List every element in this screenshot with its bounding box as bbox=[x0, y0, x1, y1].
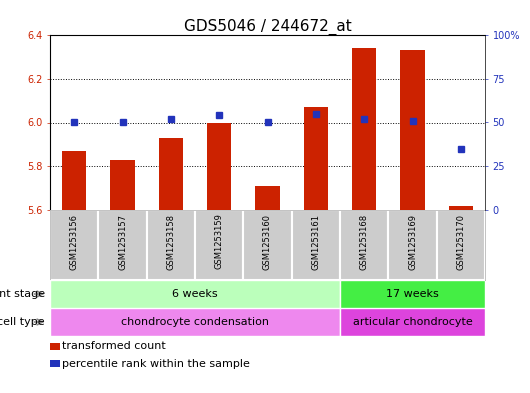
Bar bbox=[243, 210, 292, 280]
Text: 6 weeks: 6 weeks bbox=[172, 289, 218, 299]
Text: chondrocyte condensation: chondrocyte condensation bbox=[121, 317, 269, 327]
Text: GSM1253160: GSM1253160 bbox=[263, 213, 272, 270]
Text: GSM1253156: GSM1253156 bbox=[69, 213, 78, 270]
Text: GSM1253168: GSM1253168 bbox=[360, 213, 369, 270]
Bar bbox=[50, 210, 99, 280]
Bar bbox=[99, 210, 147, 280]
Bar bbox=[147, 210, 195, 280]
Bar bbox=[340, 280, 485, 308]
Text: development stage: development stage bbox=[0, 289, 45, 299]
Text: GSM1253170: GSM1253170 bbox=[456, 213, 465, 270]
Text: articular chondrocyte: articular chondrocyte bbox=[352, 317, 472, 327]
Text: cell type: cell type bbox=[0, 317, 45, 327]
Bar bbox=[388, 210, 437, 280]
Bar bbox=[110, 160, 135, 210]
Text: GSM1253158: GSM1253158 bbox=[166, 213, 175, 270]
Text: percentile rank within the sample: percentile rank within the sample bbox=[62, 359, 250, 369]
Bar bbox=[304, 107, 328, 210]
Bar bbox=[340, 210, 388, 280]
Bar bbox=[50, 343, 59, 350]
Text: 17 weeks: 17 weeks bbox=[386, 289, 439, 299]
Bar bbox=[292, 210, 340, 280]
Bar bbox=[207, 123, 231, 210]
Bar bbox=[50, 360, 59, 367]
Text: GSM1253169: GSM1253169 bbox=[408, 213, 417, 270]
Bar bbox=[352, 48, 376, 210]
Text: GSM1253161: GSM1253161 bbox=[311, 213, 320, 270]
Bar bbox=[401, 50, 425, 210]
Text: GSM1253157: GSM1253157 bbox=[118, 213, 127, 270]
Bar bbox=[62, 151, 86, 210]
Text: transformed count: transformed count bbox=[62, 342, 166, 351]
Bar bbox=[50, 308, 340, 336]
Bar bbox=[449, 206, 473, 210]
Bar bbox=[255, 186, 280, 210]
Title: GDS5046 / 244672_at: GDS5046 / 244672_at bbox=[183, 19, 351, 35]
Bar bbox=[159, 138, 183, 210]
Bar bbox=[340, 308, 485, 336]
Bar bbox=[195, 210, 243, 280]
Text: GSM1253159: GSM1253159 bbox=[215, 213, 224, 269]
Bar bbox=[50, 280, 340, 308]
Bar bbox=[437, 210, 485, 280]
